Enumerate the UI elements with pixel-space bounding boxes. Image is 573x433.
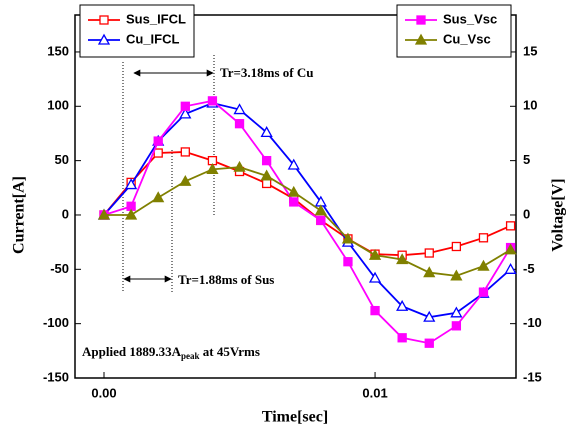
series-line [103, 151, 511, 257]
legend-label: Cu_IFCL [126, 31, 180, 46]
plot-frame [74, 14, 517, 379]
x-axis-label: Time[sec] [262, 409, 328, 426]
legend-marker [97, 33, 111, 45]
y-tick-label: 0 [62, 206, 69, 221]
y2-tick-label: 10 [523, 98, 537, 113]
series-line [103, 102, 512, 319]
data-point [451, 241, 462, 252]
y-axis-label: Current[A] [11, 176, 28, 254]
data-point [287, 158, 300, 170]
y-tick-label: 50 [55, 152, 69, 167]
legend-marker [414, 33, 428, 45]
data-point [234, 119, 245, 129]
y2-tick-label: 15 [523, 43, 537, 58]
data-point [180, 101, 190, 111]
legend-label: Sus_IFCL [126, 11, 186, 26]
y-tick-label: -100 [43, 315, 69, 330]
data-point [370, 305, 380, 316]
data-point [368, 271, 382, 283]
data-point [504, 243, 517, 255]
guides [122, 55, 215, 292]
annotation: Tr=1.88ms of Sus [178, 272, 274, 287]
data-point [179, 107, 192, 119]
data-point [396, 299, 409, 311]
data-point [424, 248, 434, 258]
data-point [368, 248, 382, 260]
data-point [477, 259, 490, 271]
data-point [314, 204, 327, 216]
legend-marker [416, 15, 426, 25]
y2-tick-label: -15 [523, 369, 542, 384]
data-point [423, 266, 436, 278]
y2-tick-label: 5 [523, 152, 530, 167]
y-tick-label: -150 [43, 369, 69, 384]
data-point [505, 221, 516, 231]
data-point [450, 269, 463, 281]
data-point [125, 208, 138, 220]
data-point [180, 147, 190, 157]
data-point [179, 174, 192, 186]
data-point [287, 185, 300, 197]
data-point [97, 208, 111, 220]
data-point [423, 310, 436, 322]
data-point [316, 215, 326, 226]
note-subscript: peak [181, 351, 200, 361]
y-tick-label: 150 [47, 43, 69, 58]
data-point [341, 232, 355, 244]
x-tick-label: 0.01 [362, 385, 387, 400]
data-point [397, 333, 407, 343]
data-point [424, 338, 434, 348]
annotation: Tr=3.18ms of Cu [220, 65, 313, 80]
data-point [451, 321, 462, 331]
data-point [478, 233, 489, 243]
data-point [450, 306, 463, 318]
legend-label: Cu_Vsc [443, 31, 491, 46]
y2-axis-label: Voltage[V] [550, 178, 567, 251]
data-point [260, 126, 273, 138]
data-point [261, 155, 272, 166]
y2-tick-label: -10 [523, 315, 542, 330]
data-point [233, 103, 246, 115]
data-point [153, 148, 163, 158]
y-tick-label: 100 [47, 98, 69, 113]
y-tick-label: -50 [50, 261, 69, 276]
data-point [289, 197, 299, 207]
y2-tick-label: -5 [523, 261, 535, 276]
legend: Sus_Vsc Cu_Vsc [396, 4, 512, 58]
data-point [207, 96, 218, 106]
data-point [206, 162, 219, 174]
data-point [153, 136, 163, 146]
note-main: Applied 1889.33A [82, 344, 182, 359]
data-point [125, 178, 138, 190]
data-point [261, 178, 272, 189]
data-point [343, 257, 353, 267]
note-rest: at 45Vrms [199, 344, 259, 359]
data-point [478, 287, 489, 297]
legend: Sus_IFCL Cu_IFCL [79, 4, 195, 58]
data-point [152, 191, 165, 203]
data-point [260, 169, 273, 181]
series-line [103, 99, 512, 345]
legend-label: Sus_Vsc [443, 11, 497, 26]
data-point [396, 253, 409, 265]
y2-tick-label: 0 [523, 206, 530, 221]
legend-box [79, 4, 195, 58]
data-point [504, 262, 517, 274]
data-point [233, 160, 246, 172]
legend-marker [99, 15, 109, 25]
applied-note: Applied 1889.33Apeak at 45Vrms [82, 344, 260, 361]
x-tick-label: 0.00 [91, 385, 116, 400]
legend-box [396, 4, 512, 58]
series-line [104, 166, 512, 277]
